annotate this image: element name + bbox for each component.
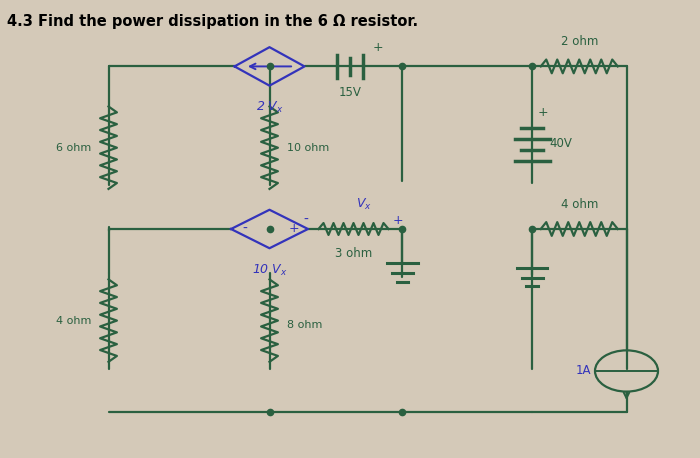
Text: 4.3 Find the power dissipation in the 6 Ω resistor.: 4.3 Find the power dissipation in the 6 … — [7, 14, 418, 29]
Text: 4 ohm: 4 ohm — [561, 198, 598, 211]
Text: -: - — [304, 213, 308, 227]
Text: 10 $V_x$: 10 $V_x$ — [252, 263, 287, 278]
Text: +: + — [393, 214, 404, 227]
Text: 3 ohm: 3 ohm — [335, 247, 372, 260]
Text: 6 ohm: 6 ohm — [56, 143, 91, 153]
Text: +: + — [538, 106, 548, 119]
Text: 2 ohm: 2 ohm — [561, 35, 598, 48]
Text: +: + — [373, 41, 384, 54]
Text: 4 ohm: 4 ohm — [55, 316, 91, 326]
Text: $V_x$: $V_x$ — [356, 196, 372, 212]
Text: 15V: 15V — [339, 86, 361, 98]
Text: 1A: 1A — [576, 365, 592, 377]
Text: +: + — [288, 223, 300, 235]
Text: 8 ohm: 8 ohm — [287, 320, 323, 330]
Text: 40V: 40V — [550, 136, 573, 150]
Text: 10 ohm: 10 ohm — [287, 143, 329, 153]
Text: -: - — [243, 222, 247, 236]
Text: 2 $V_x$: 2 $V_x$ — [256, 100, 284, 115]
